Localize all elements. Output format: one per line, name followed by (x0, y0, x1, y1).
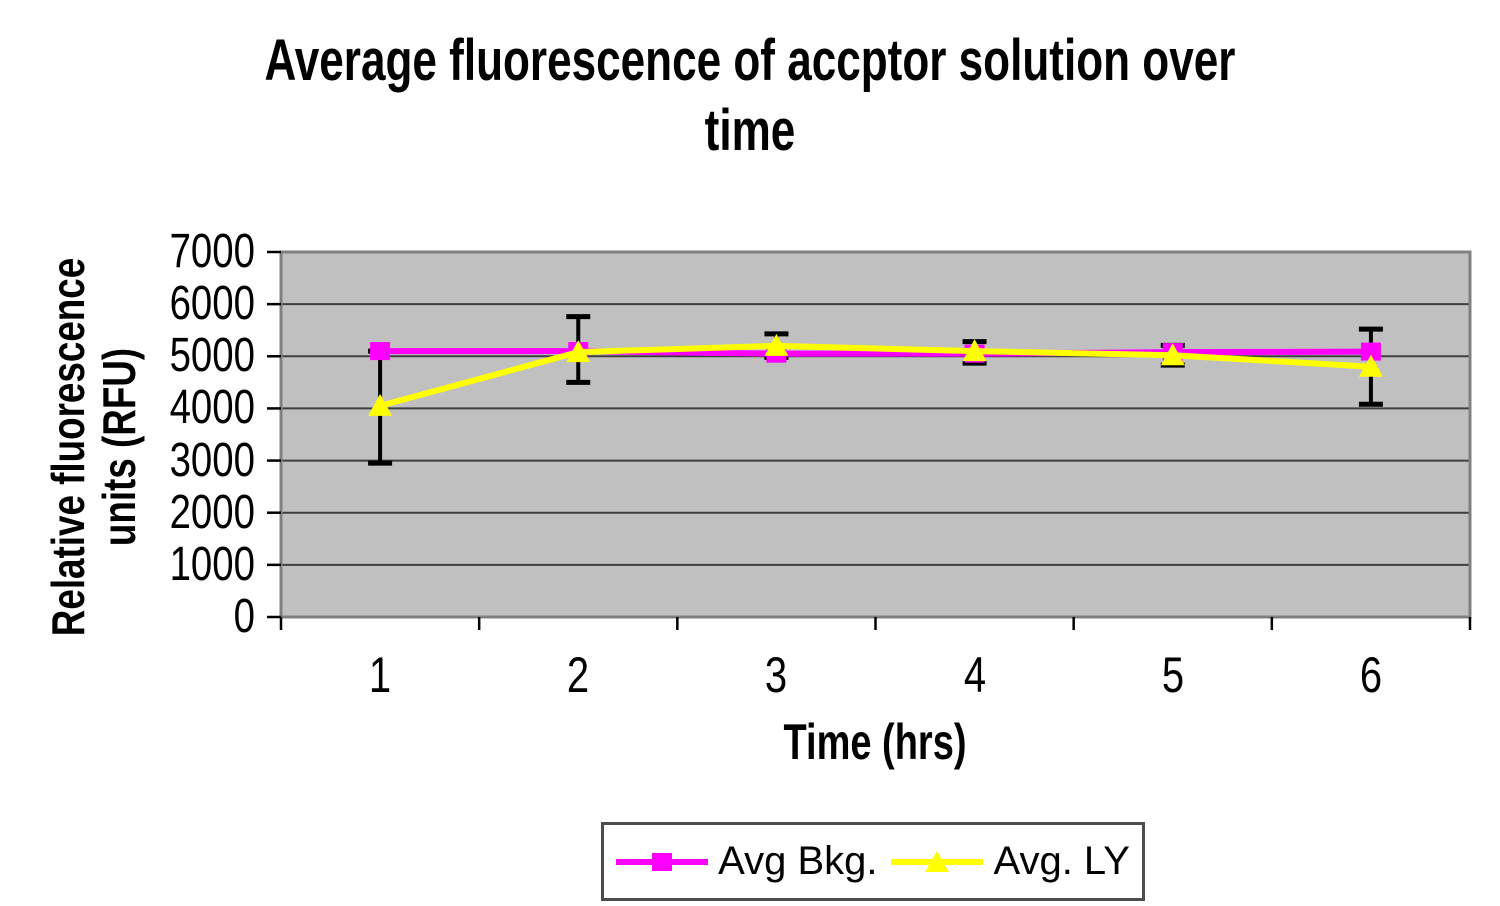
y-tick-label: 3000 (169, 433, 255, 487)
legend-entry-avg-bkg: Avg Bkg. (616, 839, 877, 884)
data-marker-triangle-avg-ly (1160, 343, 1185, 366)
legend-label: Avg. LY (993, 839, 1130, 883)
data-marker-triangle-avg-ly (566, 340, 591, 363)
x-tick-label: 4 (963, 647, 986, 703)
x-tick-label: 6 (1359, 647, 1383, 703)
y-tick-label: 4000 (169, 381, 255, 435)
y-tick-label: 6000 (169, 277, 255, 331)
legend-entry-avg-ly: Avg. LY (891, 839, 1130, 884)
chart-title-line1: Average fluorescence of accptor solution… (264, 28, 1236, 93)
legend-sample-avg-bkg (616, 852, 709, 871)
data-marker-triangle-avg-ly (1358, 354, 1383, 377)
x-tick-label: 3 (765, 647, 788, 703)
legend-marker-square-icon (652, 852, 673, 871)
x-tick-label: 1 (368, 647, 392, 703)
x-axis-title: Time (hrs) (783, 714, 967, 770)
data-marker-triangle-avg-ly (764, 333, 789, 356)
y-tick-label: 1000 (169, 537, 255, 591)
x-tick-label: 2 (567, 647, 590, 703)
y-tick-label: 7000 (169, 225, 255, 278)
data-marker-triangle-avg-ly (368, 393, 393, 416)
data-marker-square-avg-bkg (1360, 342, 1381, 361)
legend-sample-avg-ly (891, 850, 984, 872)
series-line-avg-bkg (380, 348, 1371, 357)
plot-background (281, 252, 1470, 617)
chart-title-line2: time (704, 98, 796, 163)
data-marker-triangle-avg-ly (962, 339, 987, 362)
data-marker-square-avg-bkg (370, 342, 391, 361)
y-tick-label: 0 (233, 590, 255, 643)
legend: Avg Bkg. Avg. LY (601, 822, 1145, 901)
chart-title: Average fluorescence of accptor solution… (180, 26, 1320, 166)
legend-label: Avg Bkg. (718, 839, 878, 883)
y-tick-label: 5000 (169, 329, 255, 383)
x-tick-label: 5 (1161, 647, 1184, 703)
y-tick-label: 2000 (169, 485, 255, 539)
legend-marker-triangle-icon (925, 850, 950, 872)
series-line-avg-ly (379, 342, 1372, 409)
